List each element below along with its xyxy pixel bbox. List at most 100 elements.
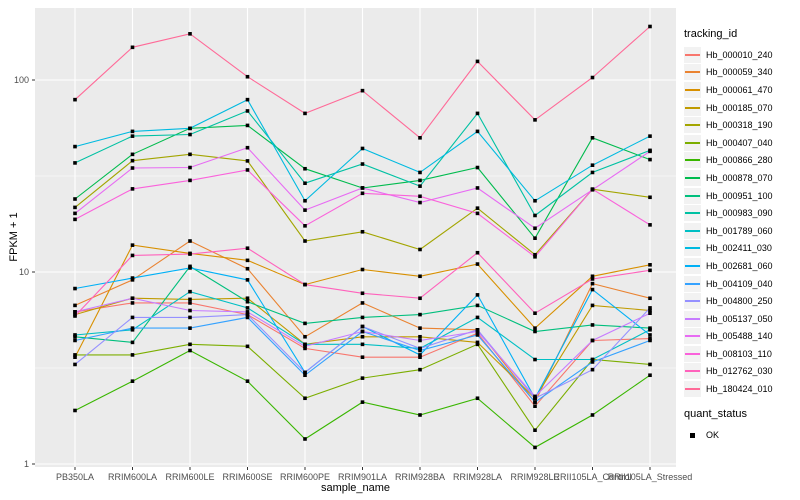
legend-key-square-icon [684,427,701,443]
y-tick-label: 10 [19,267,29,277]
legend-item: Hb_005137_050 [684,310,800,328]
data-point [188,326,192,330]
legend-key-line-icon [684,381,701,398]
data-point [130,296,135,301]
data-point [360,400,365,404]
data-point [188,266,192,270]
data-point [130,340,135,345]
data-point [590,413,595,417]
data-point [648,195,652,200]
data-point [475,396,480,401]
x-tick-label: PB350LA [56,472,94,482]
data-point [130,187,135,191]
data-point [533,445,537,450]
data-point [418,178,422,183]
data-point [303,181,307,186]
data-point [590,135,595,140]
data-point [360,376,365,380]
legend-item-label: Hb_002411_030 [706,243,772,254]
data-point [188,178,192,183]
x-tick-label: RRIM901LA [338,472,387,482]
legend-key-line-icon [684,117,701,134]
data-point [475,293,480,297]
data-point [245,97,250,102]
data-point [418,326,422,330]
data-point [245,145,250,150]
data-point [245,123,250,128]
x-tick-label: RRIM600PE [280,472,330,482]
data-point [590,303,595,308]
data-point [360,191,365,196]
data-point [648,306,652,310]
data-point [360,334,365,339]
data-point [303,396,307,401]
legend-item: Hb_000951_100 [684,187,800,205]
data-point [130,379,135,383]
y-tick-label: 100 [14,75,29,85]
data-point [130,134,135,138]
data-point [475,186,480,190]
data-point [360,186,365,190]
data-point [360,267,365,272]
data-point [73,97,77,102]
data-point [590,323,595,327]
data-point [418,348,422,353]
data-point [418,413,422,417]
data-point [245,266,250,271]
legend-key-line-icon [684,363,701,380]
legend-item: Hb_004800_250 [684,292,800,310]
data-point [303,346,307,351]
data-point [418,334,422,339]
data-point [418,200,422,205]
data-point [418,274,422,279]
data-point [188,252,192,256]
legend-key-line-icon [684,240,701,257]
x-tick-label: RRIM600LA [108,472,157,482]
data-point [590,163,595,167]
legend-key-line-icon [684,187,701,204]
legend-item: Hb_000318_190 [684,116,800,134]
legend-item: Hb_000407_040 [684,134,800,152]
data-point [533,428,537,432]
data-point [130,253,135,258]
data-point [303,344,307,349]
data-point [590,281,595,286]
data-point [188,308,192,313]
data-point [73,144,77,149]
data-point [418,170,422,175]
data-point [73,197,77,201]
data-point [533,329,537,334]
legend-item-label: Hb_005137_050 [706,313,773,324]
data-point [360,301,365,305]
data-point [245,299,250,304]
legend-item: Hb_180424_010 [684,380,800,398]
legend-item: Hb_000061_470 [684,81,800,99]
legend-item: Hb_000059_340 [684,64,800,82]
data-point [590,360,595,364]
legend-item-label: Hb_004109_040 [706,278,773,289]
data-point [188,165,192,170]
legend-key-line-icon [684,293,701,310]
data-point [533,254,537,259]
legend-item: Hb_005488_140 [684,328,800,346]
data-point [418,135,422,140]
data-point [418,184,422,188]
data-point [590,357,595,362]
x-tick-label: RRIM600SE [222,472,272,482]
x-tick-label: RRIM928LA [453,472,502,482]
x-tick-label: RRIM928BA [395,472,445,482]
data-point [590,277,595,281]
data-point [303,282,307,287]
data-point [533,198,537,203]
data-point [303,342,307,347]
data-point [590,75,595,80]
data-point [648,268,652,273]
data-point [418,355,422,359]
data-point [130,158,135,163]
data-point [245,312,250,317]
panel-background [35,8,676,467]
data-point [533,357,537,362]
legend-item-label: Hb_000061_470 [706,84,773,95]
data-point [475,340,480,345]
data-point [648,373,652,378]
